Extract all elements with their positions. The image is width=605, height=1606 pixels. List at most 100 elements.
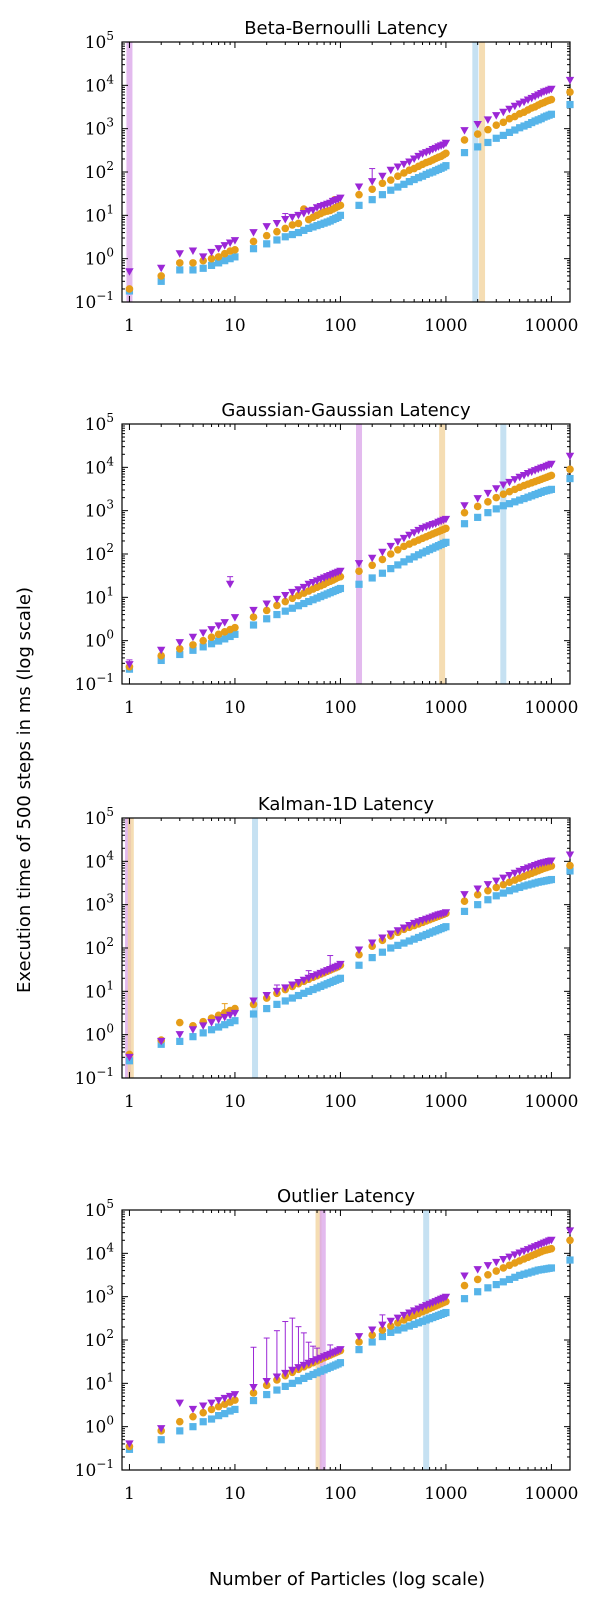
data-point xyxy=(441,909,451,917)
x-tick-label: 1000 xyxy=(424,698,467,718)
data-point xyxy=(368,561,376,570)
data-point xyxy=(263,1004,271,1013)
data-point xyxy=(175,250,184,258)
data-point xyxy=(189,646,197,654)
data-point xyxy=(225,1392,235,1401)
data-point xyxy=(473,885,482,893)
data-point xyxy=(220,242,229,250)
data-point xyxy=(220,619,229,627)
data-point xyxy=(566,867,574,875)
data-point xyxy=(367,554,377,563)
data-point xyxy=(188,247,198,256)
data-point xyxy=(299,1361,309,1370)
data-point xyxy=(273,227,281,236)
data-point xyxy=(199,636,207,645)
data-point xyxy=(393,538,403,546)
data-point xyxy=(125,268,134,276)
data-point xyxy=(547,875,556,884)
data-point xyxy=(214,245,223,253)
y-tick-label: 10−1 xyxy=(75,671,114,695)
data-point xyxy=(505,500,514,508)
data-point xyxy=(157,277,165,285)
data-point xyxy=(441,139,451,148)
data-point xyxy=(484,498,492,506)
data-point xyxy=(511,1273,519,1281)
data-point xyxy=(304,1359,313,1368)
data-point xyxy=(207,1019,216,1027)
data-point xyxy=(442,538,450,546)
data-point xyxy=(198,253,208,261)
data-point xyxy=(309,985,317,994)
data-point xyxy=(483,1262,493,1270)
data-point xyxy=(288,594,297,603)
data-point xyxy=(313,594,321,602)
data-point xyxy=(565,452,575,461)
plot-frame xyxy=(121,1209,571,1471)
x-tick-label: 1000 xyxy=(424,1092,467,1112)
data-point xyxy=(354,183,364,192)
data-point xyxy=(189,641,197,649)
data-point xyxy=(409,1307,419,1315)
data-point xyxy=(299,583,309,592)
data-point xyxy=(299,210,309,218)
data-point xyxy=(378,1321,387,1330)
data-point xyxy=(386,542,395,551)
data-point xyxy=(387,944,395,952)
data-point xyxy=(262,1378,271,1386)
y-tick-label: 104 xyxy=(85,848,115,872)
data-point xyxy=(175,1399,184,1408)
data-point xyxy=(309,1370,317,1379)
y-tick-label: 103 xyxy=(85,892,114,916)
data-point xyxy=(394,941,402,949)
data-point xyxy=(355,1346,363,1354)
data-point xyxy=(409,529,419,537)
x-tick-label: 1000 xyxy=(424,1484,467,1504)
data-point xyxy=(157,1425,166,1433)
data-point xyxy=(410,553,418,561)
data-point xyxy=(272,595,282,604)
data-point xyxy=(460,891,469,899)
data-point xyxy=(272,1373,282,1382)
data-point xyxy=(378,934,387,943)
data-point xyxy=(442,524,450,533)
data-point xyxy=(281,597,290,606)
data-point xyxy=(189,1423,197,1431)
data-point xyxy=(231,246,239,254)
data-point xyxy=(400,939,408,947)
y-tick-label: 104 xyxy=(85,1240,115,1264)
data-point xyxy=(515,1249,524,1257)
data-point xyxy=(249,229,258,237)
data-point xyxy=(405,1309,414,1317)
data-point xyxy=(414,174,423,182)
x-tick-label: 10 xyxy=(224,698,246,718)
data-point xyxy=(510,1251,520,1259)
data-point xyxy=(273,1000,281,1008)
data-point xyxy=(499,1264,508,1272)
data-point xyxy=(300,599,308,608)
data-point xyxy=(394,183,402,191)
data-point xyxy=(273,1386,281,1394)
series-circle xyxy=(125,88,574,293)
data-point xyxy=(393,927,403,935)
data-point xyxy=(249,997,258,1005)
data-point xyxy=(378,555,387,564)
data-point xyxy=(354,946,364,954)
data-point xyxy=(505,478,514,487)
data-point xyxy=(505,1275,514,1284)
data-point xyxy=(288,1366,297,1375)
data-point xyxy=(207,633,216,642)
x-tick-label: 100 xyxy=(324,1484,356,1504)
data-point xyxy=(198,1022,208,1030)
data-point xyxy=(354,1333,364,1341)
y-tick-label: 100 xyxy=(85,1022,114,1046)
data-point xyxy=(355,1338,363,1346)
y-tick-label: 101 xyxy=(85,978,114,1002)
data-point xyxy=(484,509,492,517)
data-point xyxy=(386,930,395,939)
data-point xyxy=(249,237,258,246)
data-point xyxy=(188,1026,198,1034)
data-point xyxy=(418,1317,427,1325)
data-point xyxy=(189,259,197,267)
y-tick-label: 101 xyxy=(85,1370,114,1394)
series-square xyxy=(125,867,574,1065)
